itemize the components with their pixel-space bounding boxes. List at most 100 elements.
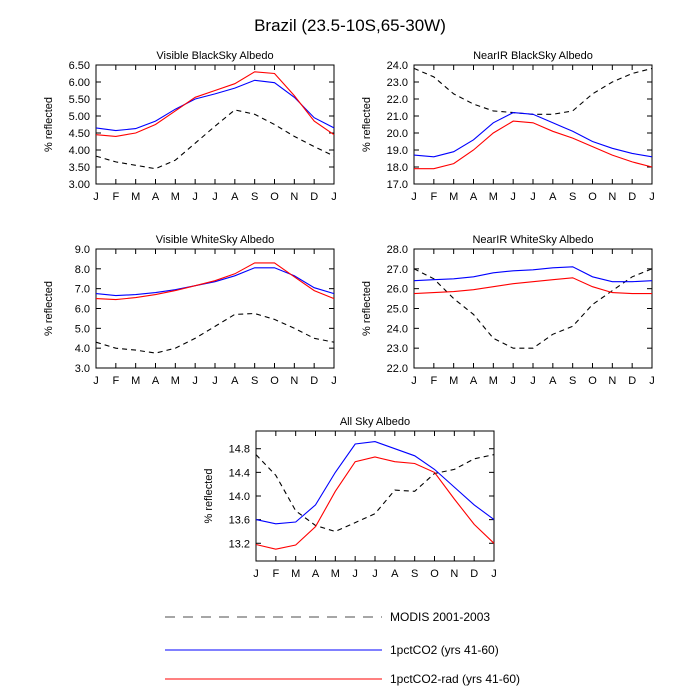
series-line-1 — [255, 454, 495, 533]
x-tick-label: M — [131, 191, 140, 203]
x-tick-label: J — [253, 568, 259, 580]
x-tick-label: D — [470, 568, 478, 580]
series-line-3 — [413, 277, 652, 295]
x-tick-label: A — [152, 191, 160, 203]
x-tick-label: D — [628, 191, 636, 203]
x-tick-label: J — [530, 191, 536, 203]
y-tick-label: 28.0 — [387, 244, 408, 256]
series-line-1 — [413, 67, 653, 115]
plot-frame — [413, 248, 653, 369]
x-tick-label: M — [331, 568, 340, 580]
y-axis-label: % reflected — [203, 468, 215, 523]
x-tick-label: J — [93, 191, 99, 203]
x-tick-label: J — [212, 191, 218, 203]
y-axis-label: % reflected — [361, 281, 373, 336]
x-tick-label: J — [530, 375, 536, 387]
y-tick-label: 19.0 — [387, 145, 408, 157]
x-tick-label: N — [290, 191, 298, 203]
x-tick-label: A — [549, 191, 557, 203]
y-tick-label: 27.0 — [387, 264, 408, 276]
series-line-2 — [255, 441, 495, 525]
x-tick-label: A — [312, 568, 320, 580]
x-tick-label: J — [93, 375, 99, 387]
y-tick-label: 20.0 — [387, 128, 408, 140]
y-tick-label: 3.00 — [69, 179, 90, 191]
x-tick-label: J — [192, 375, 198, 387]
x-tick-label: M — [489, 375, 498, 387]
x-tick-label: S — [251, 191, 258, 203]
y-tick-label: 3.0 — [75, 363, 90, 375]
y-tick-label: 23.0 — [387, 77, 408, 89]
series-line-1 — [95, 312, 335, 354]
x-tick-label: D — [310, 191, 318, 203]
x-tick-label: J — [649, 191, 655, 203]
series-line-2 — [413, 266, 653, 283]
y-tick-label: 24.0 — [387, 323, 408, 335]
series-line-3 — [414, 120, 653, 170]
x-tick-label: M — [449, 375, 458, 387]
y-tick-label: 4.0 — [75, 343, 90, 355]
x-tick-label: M — [171, 191, 180, 203]
series-line-3 — [255, 456, 495, 550]
x-tick-label: F — [430, 375, 437, 387]
panel-title: NearIR WhiteSky Albedo — [472, 234, 593, 246]
legend-entry: 1pctCO2-rad (yrs 41-60) — [165, 672, 520, 686]
x-tick-label: N — [608, 191, 616, 203]
y-axis-label: % reflected — [43, 97, 55, 152]
x-tick-label: O — [430, 568, 439, 580]
y-tick-label: 22.0 — [387, 363, 408, 375]
x-tick-label: F — [430, 191, 437, 203]
legend-label: 1pctCO2-rad (yrs 41-60) — [390, 672, 520, 686]
y-tick-label: 14.0 — [229, 491, 250, 503]
x-tick-label: J — [331, 375, 337, 387]
series-line-1 — [413, 268, 653, 349]
y-tick-label: 5.0 — [75, 323, 90, 335]
panel-title: Visible WhiteSky Albedo — [156, 234, 274, 246]
x-tick-label: S — [251, 375, 258, 387]
x-tick-label: J — [372, 568, 378, 580]
y-tick-label: 6.0 — [75, 304, 90, 316]
y-tick-label: 22.0 — [387, 94, 408, 106]
y-tick-label: 6.00 — [69, 77, 90, 89]
x-tick-label: N — [608, 375, 616, 387]
x-tick-label: O — [270, 191, 279, 203]
series-line-3 — [95, 262, 335, 301]
y-tick-label: 6.50 — [69, 60, 90, 72]
panel-title: All Sky Albedo — [340, 416, 410, 428]
x-tick-label: F — [272, 568, 279, 580]
x-tick-label: A — [152, 375, 160, 387]
y-tick-label: 4.50 — [69, 128, 90, 140]
y-tick-label: 21.0 — [387, 111, 408, 123]
x-tick-label: N — [290, 375, 298, 387]
x-tick-label: N — [450, 568, 458, 580]
plot-frame — [95, 64, 335, 185]
x-tick-label: D — [628, 375, 636, 387]
y-tick-label: 8.0 — [75, 264, 90, 276]
y-axis-label: % reflected — [361, 97, 373, 152]
y-tick-label: 26.0 — [387, 284, 408, 296]
figure-title: Brazil (23.5-10S,65-30W) — [254, 16, 446, 35]
x-tick-label: J — [411, 191, 417, 203]
x-tick-label: M — [291, 568, 300, 580]
legend-label: MODIS 2001-2003 — [390, 610, 490, 624]
x-tick-label: J — [192, 191, 198, 203]
panel-title: NearIR BlackSky Albedo — [473, 50, 593, 62]
x-tick-label: F — [112, 375, 119, 387]
y-tick-label: 18.0 — [387, 162, 408, 174]
legend-label: 1pctCO2 (yrs 41-60) — [390, 643, 499, 657]
x-tick-label: J — [352, 568, 358, 580]
y-tick-label: 17.0 — [387, 179, 408, 191]
y-tick-label: 25.0 — [387, 304, 408, 316]
x-tick-label: S — [569, 375, 576, 387]
x-tick-label: A — [391, 568, 399, 580]
y-tick-label: 7.0 — [75, 284, 90, 296]
x-tick-label: J — [649, 375, 655, 387]
x-tick-label: A — [549, 375, 557, 387]
plot-frame — [255, 430, 495, 562]
